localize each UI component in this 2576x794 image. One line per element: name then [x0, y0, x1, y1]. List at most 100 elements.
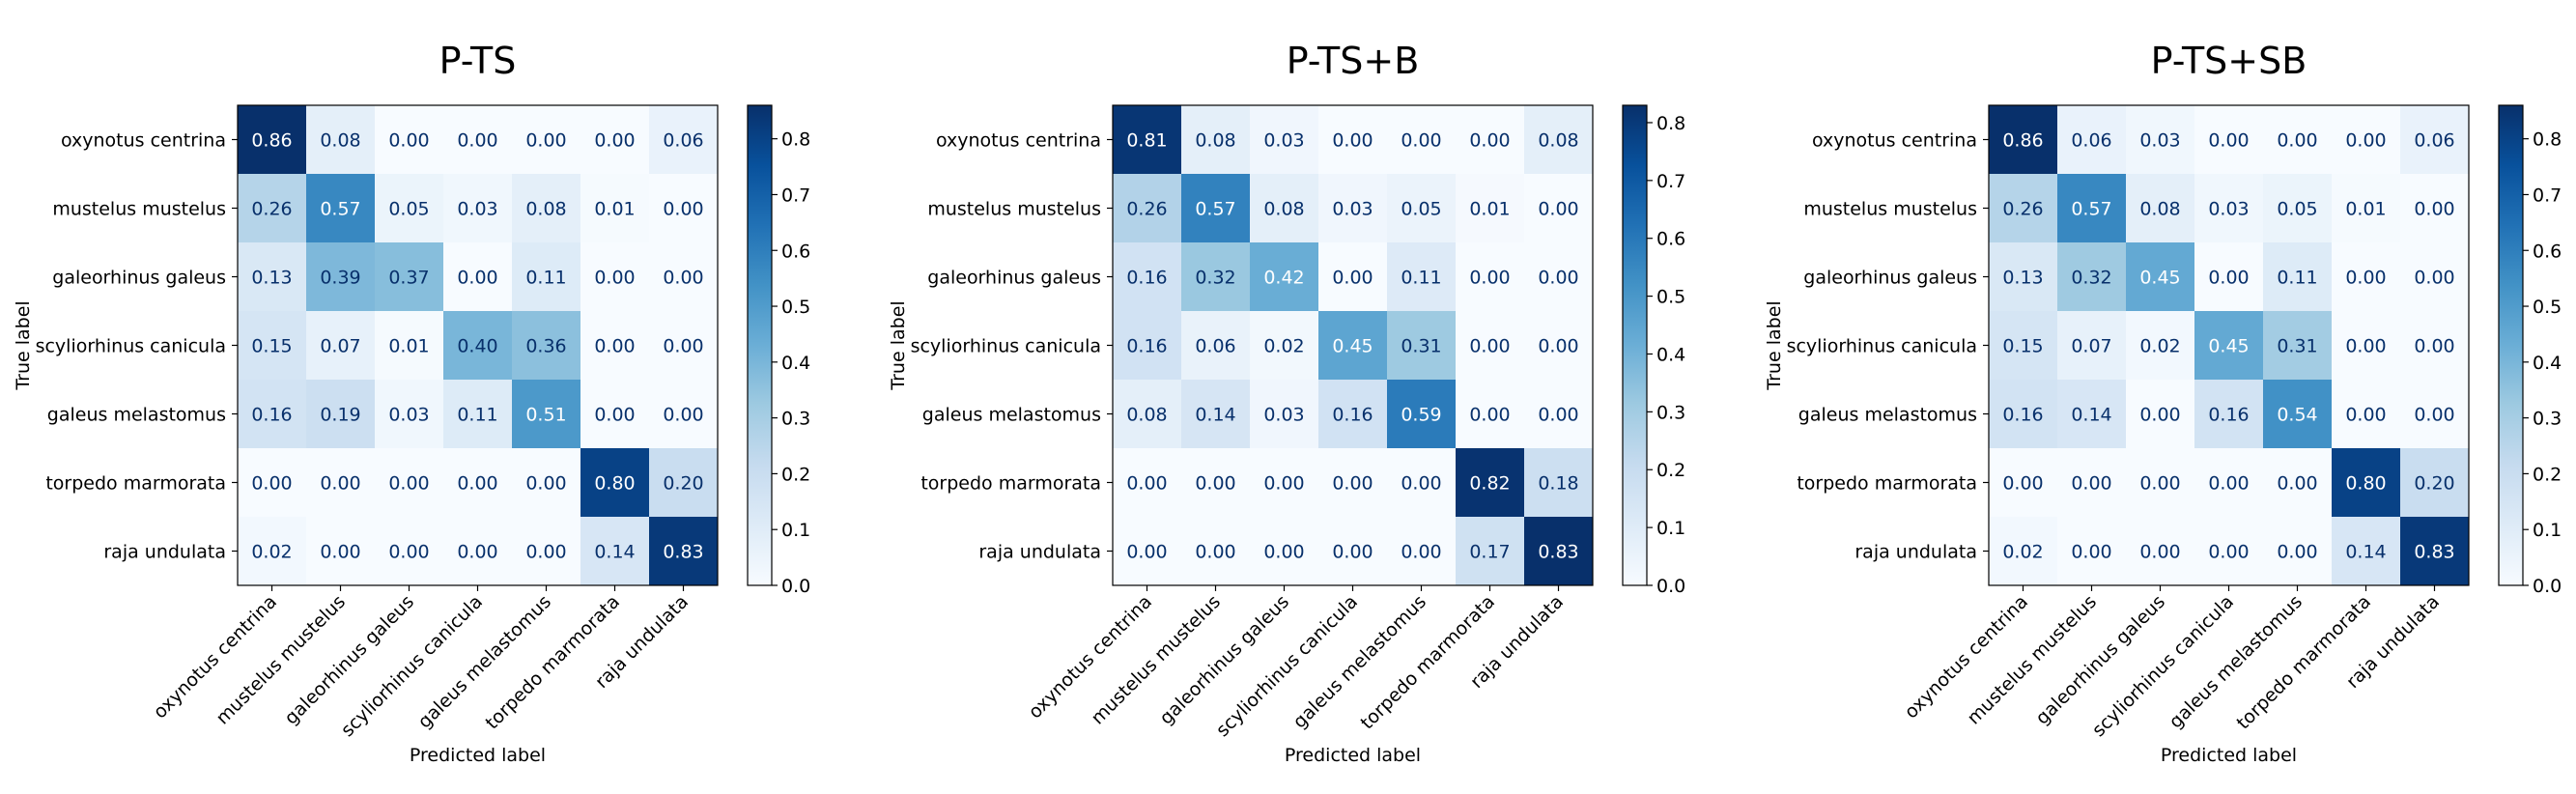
cell-value-label: 0.54: [2277, 405, 2317, 426]
cell-value-label: 0.01: [594, 199, 635, 220]
heatmap-cell: [238, 311, 307, 381]
cell-value-label: 0.83: [663, 542, 703, 563]
heatmap-cell: [2126, 311, 2195, 381]
cell-value-label: 0.00: [663, 336, 703, 357]
cell-value-label: 0.32: [2071, 268, 2111, 289]
cell-value-label: 0.00: [1195, 473, 1235, 495]
cell-value-label: 0.00: [594, 268, 635, 289]
cell-value-label: 0.08: [525, 199, 566, 220]
heatmap-cell: [580, 242, 650, 312]
cell-value-label: 0.16: [2208, 405, 2249, 426]
heatmap-cell: [1318, 311, 1388, 381]
heatmap-cell: [512, 380, 581, 449]
heatmap-cell: [1181, 174, 1251, 243]
heatmap-cell: [375, 174, 444, 243]
cell-value-label: 0.06: [2071, 130, 2111, 152]
cell-value-label: 0.26: [1126, 199, 1167, 220]
heatmap-cell: [649, 242, 719, 312]
heatmap-cell: [2194, 448, 2264, 518]
cell-value-label: 0.03: [1263, 405, 1304, 426]
y-axis-label: True label: [13, 300, 34, 390]
colorbar-tick-label: 0.0: [2533, 576, 2562, 597]
heatmap-cell: [443, 311, 513, 381]
heatmap-cell: [306, 448, 376, 518]
cell-value-label: 0.02: [2002, 542, 2043, 563]
heatmap-cell: [2126, 174, 2195, 243]
heatmap-cell: [649, 174, 719, 243]
heatmap-cell: [1989, 105, 2058, 175]
heatmap-cell: [2332, 448, 2401, 518]
cell-value-label: 0.16: [251, 405, 292, 426]
heatmap-cell: [238, 517, 307, 586]
cell-value-label: 0.26: [251, 199, 292, 220]
heatmap-cell: [306, 105, 376, 175]
cell-value-label: 0.13: [2002, 268, 2043, 289]
heatmap-cell: [2126, 448, 2195, 518]
x-tick-label: galeus melastomus: [414, 591, 556, 733]
y-tick-label: scyliorhinus canicula: [1787, 336, 1977, 357]
heatmap-cell: [1456, 517, 1525, 586]
heatmap-cell: [2400, 105, 2470, 175]
heatmap-cell: [1456, 448, 1525, 518]
cell-value-label: 0.57: [2071, 199, 2111, 220]
y-tick-label: galeorhinus galeus: [1803, 268, 1977, 289]
y-tick-label: raja undulata: [1854, 542, 1977, 563]
x-tick-label: mustelus mustelus: [1087, 591, 1225, 729]
cell-value-label: 0.00: [1538, 405, 1578, 426]
heatmap-cell: [649, 448, 719, 518]
heatmap-cell: [2057, 105, 2127, 175]
cell-value-label: 0.20: [2414, 473, 2454, 495]
cell-value-label: 0.31: [1401, 336, 1441, 357]
cell-value-label: 0.01: [2345, 199, 2386, 220]
heatmap-cell: [2057, 380, 2127, 449]
y-tick-label: galeus melastomus: [1798, 405, 1977, 426]
heatmap-cell: [443, 174, 513, 243]
heatmap-cell: [1318, 448, 1388, 518]
cell-value-label: 0.00: [2071, 473, 2111, 495]
cell-value-label: 0.00: [1332, 473, 1373, 495]
x-tick-label: torpedo marmorata: [2232, 591, 2375, 734]
cell-value-label: 0.00: [663, 268, 703, 289]
heatmap-cell: [649, 105, 719, 175]
heatmap-cell: [1181, 242, 1251, 312]
heatmap-cell: [1181, 380, 1251, 449]
cell-value-label: 0.00: [663, 199, 703, 220]
panel-title: P-TS+B: [1287, 40, 1420, 82]
colorbar-tick-label: 0.2: [1656, 460, 1685, 481]
x-tick-label: torpedo marmorata: [481, 591, 624, 734]
cell-value-label: 0.00: [2277, 542, 2317, 563]
heatmap-cell: [2332, 105, 2401, 175]
cell-value-label: 0.00: [457, 473, 497, 495]
colorbar-tick-label: 0.7: [2533, 184, 2562, 206]
colorbar: [747, 104, 773, 586]
heatmap-cell: [1387, 242, 1457, 312]
y-tick-label: scyliorhinus canicula: [911, 336, 1101, 357]
cell-value-label: 0.00: [2345, 130, 2386, 152]
cell-value-label: 0.00: [1332, 542, 1373, 563]
colorbar-tick-label: 0.3: [1656, 402, 1685, 423]
cell-value-label: 0.03: [1263, 130, 1304, 152]
heatmap-cell: [2057, 242, 2127, 312]
heatmap-cell: [2126, 517, 2195, 586]
heatmap-cell: [2057, 517, 2127, 586]
heatmap-cell: [2057, 174, 2127, 243]
heatmap-cell: [1250, 174, 1319, 243]
heatmap-cell: [2057, 311, 2127, 381]
heatmap-cell: [306, 242, 376, 312]
cell-value-label: 0.00: [1538, 268, 1578, 289]
heatmap-cell: [2400, 311, 2470, 381]
heatmap-cell: [649, 380, 719, 449]
cell-value-label: 0.02: [2139, 336, 2180, 357]
cell-value-label: 0.03: [457, 199, 497, 220]
cell-value-label: 0.26: [2002, 199, 2043, 220]
cell-value-label: 0.14: [594, 542, 635, 563]
cell-value-label: 0.00: [1195, 542, 1235, 563]
colorbar-tick-label: 0.0: [781, 576, 810, 597]
cell-value-label: 0.00: [1263, 473, 1304, 495]
heatmap-cell: [1989, 380, 2058, 449]
cell-value-label: 0.00: [1469, 336, 1510, 357]
cell-value-label: 0.07: [320, 336, 360, 357]
heatmap-cell: [2194, 311, 2264, 381]
cell-value-label: 0.00: [663, 405, 703, 426]
cell-value-label: 0.00: [251, 473, 292, 495]
